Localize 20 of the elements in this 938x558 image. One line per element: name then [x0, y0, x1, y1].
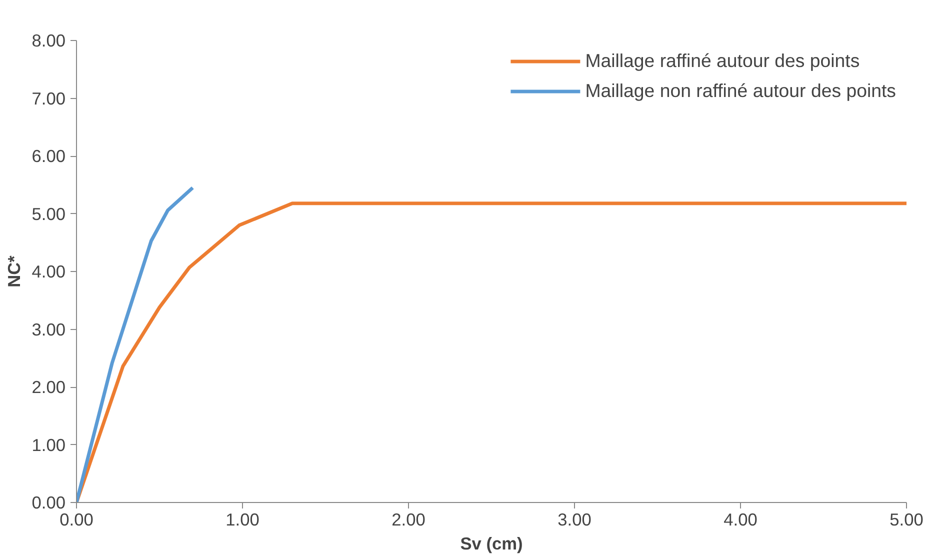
y-tick-label: 5.00 — [32, 204, 66, 224]
y-tick-label: 3.00 — [32, 319, 66, 340]
y-tick-label: 1.00 — [32, 434, 66, 455]
y-tick-label: 2.00 — [32, 377, 66, 397]
y-tick-label: 4.00 — [32, 262, 66, 282]
y-tick-label: 8.00 — [32, 30, 66, 50]
x-tick-label: 3.00 — [558, 510, 592, 530]
x-tick-label: 0.00 — [60, 510, 94, 530]
x-tick-label: 5.00 — [890, 510, 924, 530]
x-tick-label: 4.00 — [724, 510, 758, 530]
y-tick-label: 7.00 — [32, 88, 66, 108]
y-axis-title: NC* — [4, 255, 24, 288]
line-series — [76, 186, 194, 502]
x-tick-label: 2.00 — [392, 510, 426, 530]
x-tick-label: 1.00 — [226, 510, 260, 530]
legend-label: Maillage raffiné autour des points — [585, 50, 860, 72]
y-tick-label: 0.00 — [32, 492, 66, 512]
x-axis-title: Sv (cm) — [460, 534, 523, 554]
y-tick-label: 6.00 — [32, 146, 66, 166]
legend-label: Maillage non raffiné autour des points — [585, 80, 896, 102]
